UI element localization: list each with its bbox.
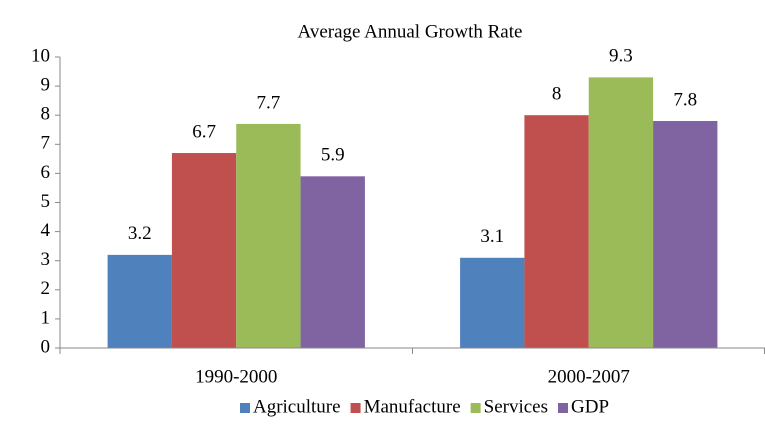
data-label: 9.3: [609, 46, 633, 67]
data-label: 3.1: [480, 226, 504, 247]
y-tick-label: 6: [41, 162, 51, 183]
bar: [171, 153, 237, 348]
y-tick-label: 9: [41, 74, 51, 95]
legend-label: Agriculture: [253, 396, 341, 417]
x-tick-label: 1990-2000: [195, 366, 277, 387]
x-tick-label: 2000-2007: [548, 366, 630, 387]
data-label: 7.7: [257, 92, 281, 113]
legend-swatch: [558, 403, 568, 413]
y-tick-label: 4: [41, 220, 51, 241]
data-label: 3.2: [128, 223, 152, 244]
y-tick-label: 8: [41, 104, 51, 125]
bar: [588, 77, 654, 349]
bar: [524, 115, 589, 348]
legend-label: Manufacture: [364, 396, 461, 417]
y-tick-label: 2: [41, 278, 51, 299]
bar: [300, 176, 365, 348]
y-tick-label: 0: [41, 336, 51, 357]
y-tick-label: 5: [41, 191, 51, 212]
data-label: 6.7: [192, 121, 216, 142]
bar: [236, 123, 301, 349]
data-label: 8: [552, 84, 562, 105]
legend-label: Services: [484, 396, 548, 417]
chart-title: Average Annual Growth Rate: [298, 21, 523, 42]
data-label: 5.9: [321, 145, 345, 166]
legend-swatch: [239, 403, 250, 413]
y-tick-label: 3: [41, 249, 51, 270]
bar: [107, 254, 172, 348]
legend-label: GDP: [571, 396, 609, 417]
legend-swatch: [350, 403, 361, 413]
bar: [460, 257, 525, 348]
y-tick-label: 7: [41, 133, 51, 154]
data-label: 7.8: [673, 89, 697, 110]
bar: [653, 121, 718, 349]
y-tick-label: 10: [31, 45, 50, 66]
y-tick-label: 1: [41, 307, 51, 328]
legend-swatch: [470, 403, 481, 413]
